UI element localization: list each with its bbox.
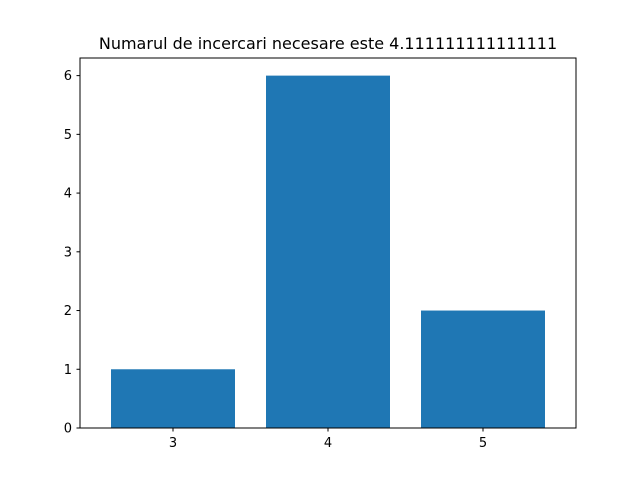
- y-tick-label: 5: [64, 128, 72, 143]
- y-tick-label: 6: [64, 69, 72, 84]
- y-tick-label: 1: [64, 363, 72, 378]
- x-tick-label: 4: [324, 436, 332, 451]
- bar-4: [266, 75, 390, 428]
- bar-5: [421, 310, 545, 428]
- bars-layer: [111, 75, 545, 428]
- y-tick-label: 2: [64, 304, 72, 319]
- bar-3: [111, 369, 235, 428]
- x-axis: 3 4 5: [169, 428, 487, 451]
- x-tick-label: 3: [169, 436, 177, 451]
- y-tick-label: 3: [64, 245, 72, 260]
- x-tick-label: 5: [479, 436, 487, 451]
- plot-frame: [79, 57, 577, 429]
- y-tick-label: 4: [64, 187, 72, 202]
- chart-title: Numarul de incercari necesare este 4.111…: [99, 34, 557, 53]
- y-tick-label: 0: [64, 422, 72, 437]
- y-axis: 0 1 2 3 4 5 6: [64, 69, 80, 437]
